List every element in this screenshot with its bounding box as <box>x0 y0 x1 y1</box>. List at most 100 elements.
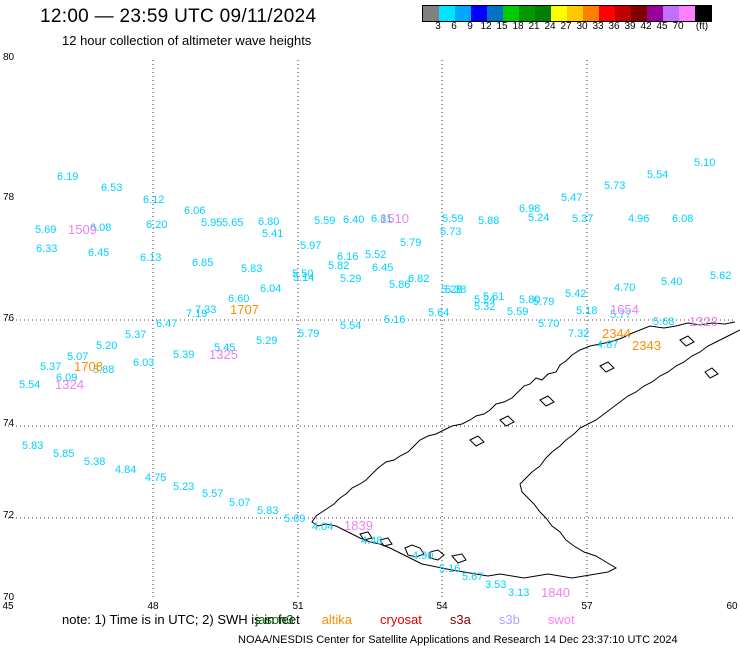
wave-height-value: 5.95 <box>201 217 222 229</box>
wave-height-value: 5.32 <box>474 301 495 313</box>
wave-height-value: 5.42 <box>565 288 586 300</box>
wave-height-value: 3.13 <box>508 587 529 599</box>
color-swatch-7 <box>535 6 551 21</box>
pass-time-label: 1708 <box>74 359 103 374</box>
wave-height-value: 5.83 <box>257 505 278 517</box>
wave-height-value: 5.37 <box>572 213 593 225</box>
wave-height-value: 5.83 <box>241 263 262 275</box>
color-legend-label: 36 <box>608 21 620 32</box>
color-swatch-16 <box>679 6 695 21</box>
satellite-legend-item: jason3 <box>255 612 294 627</box>
wave-height-value: 5.28 <box>441 284 462 296</box>
wave-height-value: 6.09 <box>56 372 77 384</box>
wave-height-value: 5.54 <box>19 379 40 391</box>
wave-height-value: 5.88 <box>478 215 499 227</box>
wave-height-value: 4.04 <box>312 521 333 533</box>
wave-height-value: 4.48 <box>361 535 382 547</box>
wave-height-value: 5.54 <box>647 169 668 181</box>
pass-time-label: 1323 <box>689 314 718 329</box>
satellite-legend-item: cryosat <box>379 612 422 627</box>
wave-height-value: 6.06 <box>184 205 205 217</box>
wave-height-value: 6.08 <box>672 213 693 225</box>
wave-height-value: 6.20 <box>146 219 167 231</box>
wave-height-value: 5.50 <box>292 268 313 280</box>
wave-height-value: 5.18 <box>576 305 597 317</box>
pass-time-label: 1324 <box>55 377 84 392</box>
wave-height-value: 6.85 <box>192 257 213 269</box>
satellite-legend-item: s3a <box>449 612 471 627</box>
lon-label: 51 <box>292 601 304 612</box>
wave-height-value: 5.88 <box>93 364 114 376</box>
lon-label: 48 <box>147 601 159 612</box>
pass-time-label: 1325 <box>209 347 238 362</box>
wave-height-value: 7.32 <box>568 328 589 340</box>
lat-lon-grid <box>8 60 735 598</box>
pass-time-label: 2344 <box>602 326 631 341</box>
wave-height-value: 5.85 <box>53 448 74 460</box>
wave-height-value: 6.33 <box>36 243 57 255</box>
color-swatch-0 <box>423 6 439 21</box>
wave-height-value: 5.59 <box>442 213 463 225</box>
color-legend-label: 33 <box>592 21 604 32</box>
wave-height-value: 5.82 <box>328 260 349 272</box>
wave-height-value: 4.70 <box>614 282 635 294</box>
wave-height-value: 5.77 <box>610 309 631 321</box>
wave-height-value: 5.29 <box>340 273 361 285</box>
wave-height-value: 5.59 <box>507 306 528 318</box>
wave-height-value: 5.86 <box>389 279 410 291</box>
wave-height-value: 5.07 <box>229 497 250 509</box>
color-legend-label: 9 <box>467 21 473 32</box>
wave-height-values: 5.105.545.735.476.985.24 5.37 4.96 6.086.19… <box>19 157 731 599</box>
wave-height-value: 5.83 <box>22 440 43 452</box>
color-legend-label: 21 <box>528 21 540 32</box>
color-legend-label: 70 <box>672 21 684 32</box>
wave-height-value: 5.24 <box>528 212 549 224</box>
wave-height-value: 6.13 <box>140 252 161 264</box>
wave-height-value: 5.37 <box>40 361 61 373</box>
color-swatch-5 <box>503 6 519 21</box>
lat-label: 76 <box>3 313 15 324</box>
wave-height-value: 5.29 <box>256 335 277 347</box>
color-swatch-3 <box>471 6 487 21</box>
wave-height-value: 5.10 <box>694 157 715 169</box>
color-legend-label: (ft) <box>695 21 709 32</box>
lat-label: 80 <box>3 52 15 63</box>
wave-height-value: 4.87 <box>597 339 618 351</box>
pass-time-label: 1840 <box>541 585 570 600</box>
chart-title: 12:00 — 23:59 UTC 09/11/2024 <box>40 6 317 27</box>
color-swatch-17 <box>695 6 711 21</box>
satellite-legend: jason3 altika cryosat s3a s3b swot <box>255 612 574 627</box>
lon-label: 45 <box>2 601 14 612</box>
pass-time-label: 1707 <box>230 302 259 317</box>
color-swatch-8 <box>551 6 567 21</box>
wave-height-value: 5.69 <box>35 224 56 236</box>
lat-label: 72 <box>3 510 15 521</box>
axis-labels: 45 48 51 54 57 60 80 78 76 74 72 70 <box>2 52 738 612</box>
wave-height-value: 5.62 <box>710 270 731 282</box>
wave-height-value: 4.84 <box>115 464 136 476</box>
wave-height-value: 5.54 <box>340 320 361 332</box>
color-swatch-4 <box>487 6 503 21</box>
wave-height-value: 5.73 <box>440 226 461 238</box>
wave-height-value: 3.53 <box>485 579 506 591</box>
wave-height-value: 5.59 <box>314 215 335 227</box>
color-swatch-9 <box>567 6 583 21</box>
color-legend-label: 3 <box>435 21 441 32</box>
wave-height-value: 6.45 <box>372 262 393 274</box>
wave-height-value: 6.80 <box>258 216 279 228</box>
wave-height-value: 5.57 <box>202 488 223 500</box>
wave-height-value: 5.37 <box>125 329 146 341</box>
wave-height-value: 5.14 <box>293 272 314 284</box>
color-legend-label: 18 <box>512 21 524 32</box>
color-swatch-6 <box>519 6 535 21</box>
wave-height-value: 7.33 <box>195 304 216 316</box>
wave-height-value: 5.41 <box>262 228 283 240</box>
wave-height-value: 5.07 <box>67 351 88 363</box>
wave-height-value: 5.73 <box>604 180 625 192</box>
color-swatch-13 <box>631 6 647 21</box>
lat-label: 78 <box>3 192 15 203</box>
wave-height-value: 5.68 <box>653 316 674 328</box>
lat-label: 74 <box>3 418 15 429</box>
wave-height-value: 5.39 <box>173 349 194 361</box>
